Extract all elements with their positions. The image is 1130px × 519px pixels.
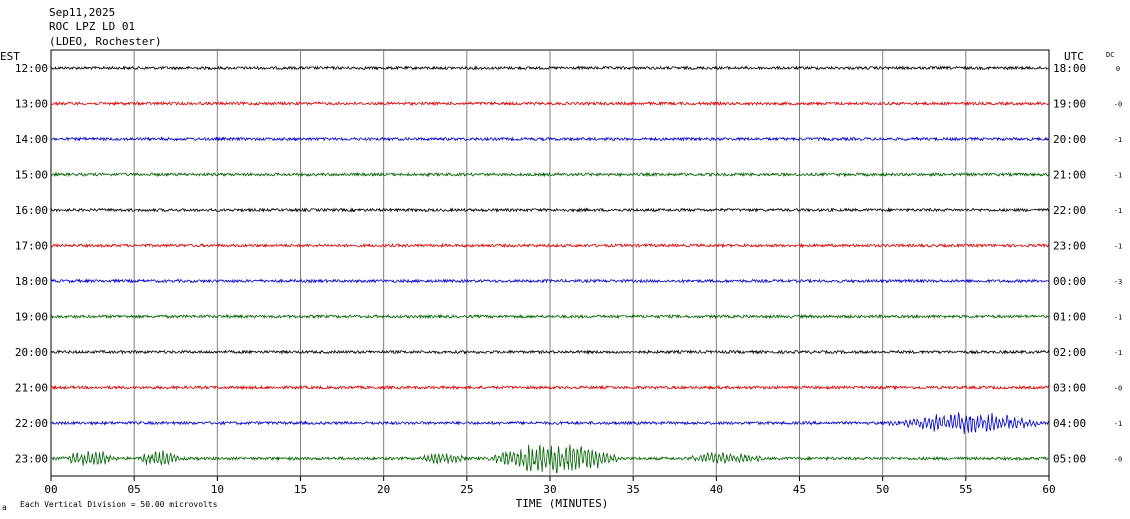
x-tick-label: 55 [959, 483, 972, 496]
utc-hour-label: 01:00 [1053, 311, 1086, 324]
trace-2100 [50, 384, 1050, 391]
trace-1400 [50, 136, 1050, 142]
dc-value: -1 [1114, 314, 1122, 322]
x-tick-label: 05 [128, 483, 141, 496]
est-hour-label: 19:00 [15, 311, 48, 324]
dc-value: -1 [1114, 136, 1122, 144]
x-tick-label: 45 [793, 483, 806, 496]
dc-value: -0 [1114, 101, 1122, 109]
est-hour-label: 16:00 [15, 204, 48, 217]
utc-axis-label: UTC [1064, 50, 1084, 63]
x-tick-label: 35 [627, 483, 640, 496]
dc-value: -3 [1114, 278, 1122, 286]
dc-value: -0 [1114, 385, 1122, 393]
trace-2200 [50, 412, 1050, 435]
est-hour-label: 13:00 [15, 98, 48, 111]
x-tick-label: 50 [876, 483, 889, 496]
scale-note: Each Vertical Division = 50.00 microvolt… [20, 500, 218, 509]
network-label: (LDEO, Rochester) [49, 35, 162, 48]
utc-hour-label: 19:00 [1053, 98, 1086, 111]
est-hour-label: 14:00 [15, 133, 48, 146]
dc-value: -1 [1114, 172, 1122, 180]
dc-value: -1 [1114, 207, 1122, 215]
trace-2000 [50, 349, 1050, 355]
x-tick-label: 15 [294, 483, 307, 496]
x-tick-label: 00 [44, 483, 57, 496]
x-tick-label: 25 [460, 483, 473, 496]
est-hour-label: 18:00 [15, 275, 48, 288]
est-hour-label: 12:00 [15, 62, 48, 75]
x-tick-label: 40 [710, 483, 723, 496]
station-label: ROC LPZ LD 01 [49, 20, 135, 33]
plot-grid [50, 49, 1050, 477]
x-axis-ticks: 00 05 10 15 20 25 30 35 40 45 50 55 60 [44, 476, 1056, 496]
date-label: Sep11,2025 [49, 6, 115, 19]
utc-hour-label: 21:00 [1053, 169, 1086, 182]
est-hour-label: 15:00 [15, 169, 48, 182]
trace-1300 [50, 100, 1050, 107]
trace-1600 [50, 207, 1050, 213]
row-labels: 12:00 18:00 0 13:00 19:00 -0 14:00 20:00 -1 15:00… [15, 62, 1122, 466]
corner-mark: a [2, 503, 7, 512]
dc-value: -1 [1114, 420, 1122, 428]
utc-hour-label: 22:00 [1053, 204, 1086, 217]
utc-hour-label: 00:00 [1053, 275, 1086, 288]
x-tick-label: 20 [377, 483, 390, 496]
est-hour-label: 21:00 [15, 382, 48, 395]
dc-value: 0 [1116, 65, 1120, 73]
dc-value: -0 [1114, 456, 1122, 464]
est-hour-label: 23:00 [15, 453, 48, 466]
utc-hour-label: 03:00 [1053, 382, 1086, 395]
est-hour-label: 22:00 [15, 417, 48, 430]
dc-column-label: DC [1106, 51, 1114, 59]
dc-value: -1 [1114, 243, 1122, 251]
trace-1800 [50, 278, 1050, 284]
trace-1900 [50, 313, 1050, 320]
seismic-traces [50, 65, 1050, 473]
utc-hour-label: 02:00 [1053, 346, 1086, 359]
est-axis-label: EST [0, 50, 20, 63]
est-hour-label: 20:00 [15, 346, 48, 359]
trace-1500 [50, 171, 1050, 178]
est-hour-label: 17:00 [15, 240, 48, 253]
utc-hour-label: 04:00 [1053, 417, 1086, 430]
utc-hour-label: 23:00 [1053, 240, 1086, 253]
x-tick-label: 60 [1042, 483, 1055, 496]
x-axis-title: TIME (MINUTES) [516, 497, 609, 510]
utc-hour-label: 05:00 [1053, 453, 1086, 466]
utc-hour-label: 20:00 [1053, 133, 1086, 146]
trace-1700 [50, 242, 1050, 249]
trace-2300 [50, 444, 1050, 473]
trace-1200 [50, 65, 1049, 71]
dc-value: -1 [1114, 349, 1122, 357]
x-tick-label: 10 [211, 483, 224, 496]
x-tick-label: 30 [543, 483, 556, 496]
utc-hour-label: 18:00 [1053, 62, 1086, 75]
